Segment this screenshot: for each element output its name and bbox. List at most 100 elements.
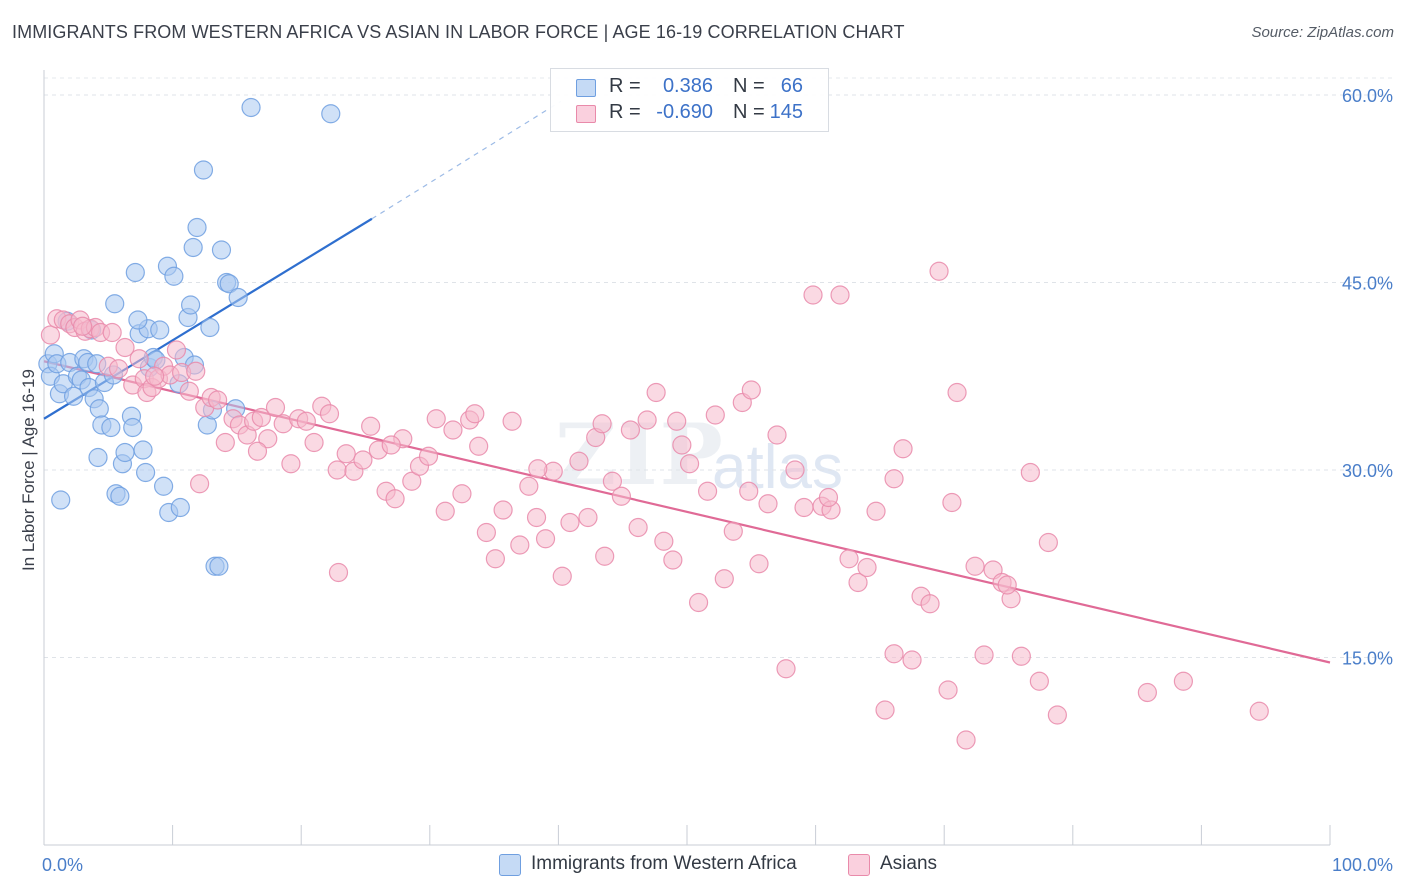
western-africa-point — [88, 447, 108, 468]
asians-point — [465, 404, 485, 424]
asians-point — [848, 572, 868, 593]
asians-point — [493, 500, 513, 520]
asians-point — [884, 644, 904, 664]
western-africa-point — [110, 486, 130, 506]
asians-point — [667, 411, 687, 431]
asians-point — [785, 460, 805, 480]
asians-point — [637, 410, 657, 430]
n-value: 66 — [780, 75, 803, 97]
asians-point — [353, 450, 373, 470]
asians-point — [361, 416, 381, 436]
y-tick-label: 45.0% — [1342, 274, 1393, 294]
western-africa-point — [105, 294, 125, 314]
asians-point — [628, 517, 648, 538]
asians-point — [385, 489, 405, 509]
asians-point — [654, 531, 674, 551]
r-value: 0.386 — [662, 75, 713, 97]
asians-point — [866, 501, 886, 521]
asians-point — [672, 435, 692, 455]
stats-row-western-africa: R = 0.386 N = 66 — [551, 75, 828, 101]
asians-point — [965, 556, 985, 576]
legend-swatch-asians — [848, 854, 870, 876]
asians-point — [767, 425, 787, 445]
tick-labels: 15.0% 30.0% 45.0% 60.0% 0.0% 100.0% — [42, 86, 1393, 875]
asians-point — [328, 562, 349, 583]
asians-point — [443, 420, 463, 440]
asians-point — [902, 650, 922, 670]
western-africa-point — [209, 556, 229, 576]
asians-point — [714, 569, 734, 589]
asians-point — [956, 730, 976, 750]
asians-point — [519, 476, 539, 496]
asians-point — [739, 481, 759, 501]
asians-point — [166, 340, 187, 360]
asians-point — [1011, 646, 1031, 666]
stats-legend: R = 0.386 N = 66 R = -0.690 N = 145 — [550, 68, 829, 132]
asians-point — [875, 700, 895, 720]
asians-point — [426, 409, 446, 429]
asians-point — [552, 566, 572, 586]
asians-point — [40, 325, 61, 345]
asians-point — [265, 397, 286, 418]
asians-point — [758, 494, 778, 514]
western-africa-point — [128, 310, 148, 330]
asians-point — [705, 405, 725, 425]
asians-point — [129, 349, 149, 369]
asians-point — [942, 492, 962, 513]
n-label: N = — [733, 75, 765, 97]
asians-point — [469, 436, 489, 456]
asians-point — [595, 546, 615, 566]
western-africa-point — [125, 262, 145, 283]
western-africa-point — [193, 160, 214, 180]
asians-point — [258, 429, 278, 449]
asians-point — [452, 484, 472, 504]
asians-point — [776, 659, 796, 679]
asians-point — [72, 316, 93, 336]
asians-point — [1020, 462, 1040, 483]
asians-point — [327, 460, 347, 480]
n-value: 145 — [769, 101, 803, 123]
r-value: -0.690 — [656, 101, 713, 123]
legend-label-asians: Asians — [880, 853, 938, 874]
asians-point — [296, 411, 316, 431]
western-africa-point — [200, 317, 220, 338]
y-tick-label: 15.0% — [1342, 649, 1393, 669]
asians-point — [578, 507, 598, 528]
western-africa-point — [321, 104, 341, 124]
asians-point — [418, 446, 439, 466]
western-africa-point — [123, 417, 143, 438]
western-africa-point — [115, 442, 135, 463]
legend-swatch-western-africa — [499, 854, 521, 876]
asians-point — [697, 481, 718, 501]
asians-point — [997, 575, 1017, 595]
asians-point — [893, 439, 913, 459]
asians-point — [679, 454, 700, 474]
western-africa-point — [181, 295, 201, 315]
asians-point — [723, 521, 743, 541]
western-africa-point — [241, 97, 261, 118]
asians-point — [1173, 671, 1193, 691]
x-tick-label: 100.0% — [1332, 855, 1393, 875]
asians-point — [251, 407, 271, 428]
grid-lines — [44, 77, 1394, 658]
asians-point — [688, 592, 709, 613]
asians-point — [381, 435, 401, 455]
western-africa-point — [187, 217, 207, 238]
asians-point — [485, 549, 505, 569]
legend-swatch-asians — [576, 105, 596, 123]
asians-point — [247, 441, 268, 461]
asians-point — [528, 459, 548, 479]
asians-point — [115, 337, 135, 358]
chart-title: IMMIGRANTS FROM WESTERN AFRICA VS ASIAN … — [12, 22, 905, 42]
asians-point — [560, 512, 580, 533]
asians-point — [569, 451, 589, 471]
asians-point — [179, 381, 199, 401]
asians-point — [336, 444, 356, 464]
asians-point — [803, 285, 823, 305]
western-africa-point — [63, 386, 84, 406]
n-label: N = — [733, 101, 765, 123]
asians-point — [611, 486, 632, 506]
western-africa-point — [211, 240, 232, 260]
y-tick-label: 30.0% — [1342, 461, 1393, 481]
